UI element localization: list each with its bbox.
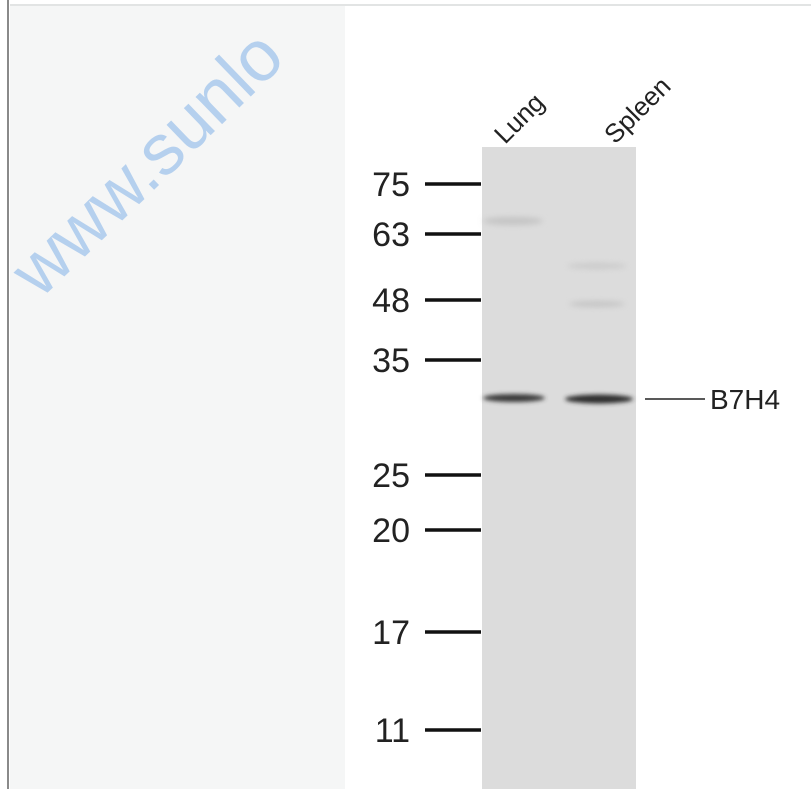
faint-band bbox=[569, 301, 625, 307]
marker-label: 17 bbox=[372, 614, 410, 652]
figure: Lung Spleen 7563483525201711 B7H4 www.su… bbox=[0, 0, 811, 789]
faint-band bbox=[567, 263, 627, 269]
marker-label: 11 bbox=[375, 712, 410, 750]
band-lung bbox=[483, 394, 545, 402]
marker-label: 25 bbox=[372, 457, 410, 495]
marker-label: 63 bbox=[372, 216, 410, 254]
page: Lung Spleen 7563483525201711 B7H4 www.su… bbox=[0, 0, 811, 789]
blot-membrane bbox=[482, 147, 636, 789]
marker-label: 75 bbox=[372, 166, 410, 204]
band-label: B7H4 bbox=[710, 384, 780, 415]
marker-label: 20 bbox=[372, 512, 410, 550]
marker-label: 35 bbox=[372, 342, 410, 380]
faint-band bbox=[483, 217, 543, 225]
band-spleen bbox=[565, 395, 633, 404]
marker-label: 48 bbox=[372, 282, 410, 320]
